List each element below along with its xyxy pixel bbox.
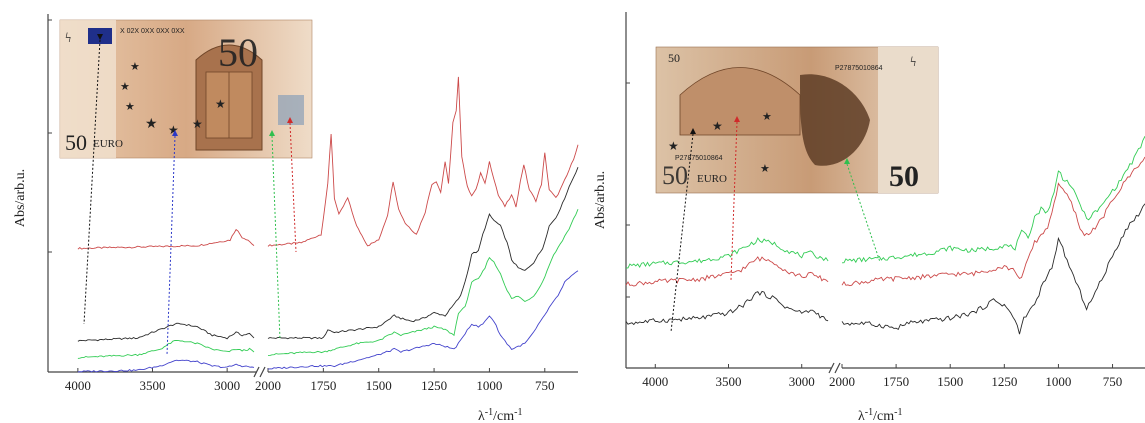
x-tick-label: 2000 (829, 374, 855, 389)
svg-text:★: ★ (125, 101, 135, 113)
axis-break-right (828, 362, 841, 374)
x-tick-label: 750 (1103, 374, 1123, 389)
banknote-inset-back: P27875010864 P27875010864 50 50 EURO 50 … (655, 46, 939, 194)
series-blue-line-low (267, 270, 579, 370)
svg-text:★: ★ (168, 123, 179, 137)
star-icons-back: ★ ★ ★ ★ (668, 111, 772, 175)
marker-red-front (287, 117, 293, 123)
x-tick-label: 1250 (991, 374, 1017, 389)
x-tick-label: 1750 (310, 378, 336, 393)
leader-lines-left (83, 39, 297, 356)
series-green-line-low (841, 135, 1145, 264)
serial-back: P27875010864 (675, 155, 723, 162)
series-blue-line-high (77, 359, 255, 373)
y-ticks-left (48, 19, 52, 253)
x-ticks-right: 4000 3500 3000 2000 1750 1500 1250 1000 750 (642, 364, 1122, 389)
svg-text:★: ★ (145, 117, 158, 132)
series-black-line-low (267, 167, 579, 340)
series-red-line-high (625, 256, 829, 287)
x-tick-label: 1500 (937, 374, 963, 389)
svg-text:★: ★ (120, 81, 130, 93)
series-black-line-high (625, 290, 829, 326)
x-ticks-left: 4000 3500 3000 2000 1750 1500 1250 1000 750 (65, 368, 555, 393)
leader-lines-right (670, 121, 881, 333)
svg-text:★: ★ (130, 61, 140, 73)
x-tick-label: 1750 (883, 374, 909, 389)
denomination-purple-back: 50 (889, 160, 919, 193)
x-tick-label: 750 (535, 378, 555, 393)
serial-front: X 02X 0XX 0XX 0XX (120, 28, 185, 35)
series-green-line-high (625, 237, 829, 269)
x-tick-label: 3500 (716, 374, 742, 389)
x-tick-label: 3500 (140, 378, 166, 393)
x-tick-label: 2000 (255, 378, 281, 393)
series-group-left (77, 76, 579, 373)
series-black-line-high (77, 322, 255, 342)
x-tick-label: 4000 (642, 374, 668, 389)
y-axis-title-right: Abs/arb.u. (593, 171, 608, 229)
marker-green-front (269, 130, 275, 136)
serial-back-top: P27875010864 (835, 65, 883, 72)
banknote-inset-front: ϟ X 02X 0XX 0XX 0XX 50 50 EURO ★ ★ ★ ★ ★… (59, 19, 313, 159)
euro-label-front: EURO (93, 138, 123, 150)
x-tick-label: 1500 (366, 378, 392, 393)
series-green-line-high (77, 339, 255, 359)
marker-blue-front (172, 130, 178, 136)
chart-right: 4000 3500 3000 2000 1750 1500 1250 1000 750 Abs/… (593, 12, 1145, 423)
series-green-line-low (267, 209, 579, 357)
x-tick-label: 4000 (65, 378, 91, 393)
svg-text:★: ★ (762, 111, 772, 123)
svg-text:ϟ: ϟ (910, 55, 916, 70)
marker-red-back (734, 116, 740, 122)
axis-break-left (253, 366, 266, 378)
x-tick-label: 3000 (789, 374, 815, 389)
marker-green-back (844, 158, 850, 164)
denomination-small-back: 50 (668, 51, 680, 65)
svg-text:★: ★ (192, 117, 203, 131)
x-axis-title-left: λ-1/cm-1 (478, 407, 522, 423)
svg-text:★: ★ (712, 119, 723, 133)
x-tick-label: 3000 (214, 378, 240, 393)
euro-label-back: EURO (697, 173, 727, 185)
svg-text:★: ★ (760, 163, 770, 175)
marker-black-front (97, 34, 103, 40)
x-tick-label: 1000 (476, 378, 502, 393)
europe-map-icon (800, 74, 870, 166)
star-icons-front: ★ ★ ★ ★ ★ ★ ★ (120, 61, 226, 137)
denomination-back: 50 (662, 161, 688, 190)
series-black-line-low (841, 203, 1145, 335)
marker-black-back (690, 128, 696, 134)
series-group-right (625, 135, 1145, 335)
x-tick-label: 1000 (1045, 374, 1071, 389)
y-axis-title-left: Abs/arb.u. (13, 169, 28, 227)
x-axis-title-right: λ-1/cm-1 (858, 407, 902, 423)
x-tick-label: 1250 (421, 378, 447, 393)
svg-text:★: ★ (668, 139, 679, 153)
denomination-front: 50 (65, 130, 87, 155)
bridge-icon (679, 67, 801, 136)
series-red-line-high (77, 228, 255, 250)
svg-text:★: ★ (215, 97, 226, 111)
svg-text:ϟ: ϟ (65, 31, 71, 46)
series-red-line-low (267, 76, 579, 247)
y-ticks-right (626, 82, 630, 298)
series-red-line-low (841, 156, 1145, 287)
chart-left: 4000 3500 3000 2000 1750 1500 1250 1000 750 Abs/… (13, 14, 579, 423)
denomination-big-front: 50 (218, 30, 258, 75)
